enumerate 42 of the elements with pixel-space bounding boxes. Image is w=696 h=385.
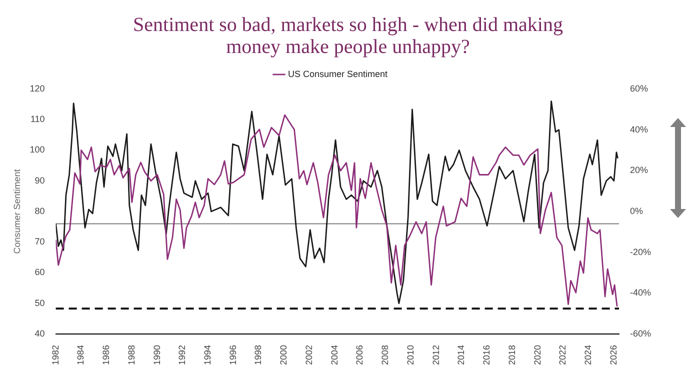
x-tick-label: 1982 [50, 344, 60, 366]
x-tick-label: 1984 [76, 344, 86, 366]
y-tick-label: 120 [30, 83, 45, 94]
y2-tick-label: -60% [630, 328, 652, 338]
y-axis-title: Consumer Sentiment [12, 168, 22, 254]
y2-tick-label: 60% [630, 83, 648, 94]
x-tick-label: 2026 [608, 344, 618, 366]
x-tick-label: 1996 [228, 344, 238, 366]
y-tick-label: 90 [34, 175, 45, 186]
y-tick-label: 100 [30, 144, 45, 155]
x-tick-label: 2024 [583, 344, 594, 366]
y-tick-label: 40 [34, 328, 45, 338]
y2-tick-label: 20% [630, 165, 648, 176]
x-tick-label: 2004 [329, 344, 340, 366]
y2-tick-label: -40% [630, 288, 652, 298]
y-tick-label: 60 [34, 267, 45, 278]
y-tick-label: 70 [34, 236, 45, 247]
legend-label: US Consumer Sentiment [288, 68, 388, 79]
x-tick-label: 1988 [126, 344, 136, 366]
y-tick-label: 110 [30, 114, 45, 124]
x-tick-label: 2002 [304, 344, 314, 366]
y2-tick-label: 0% [630, 206, 644, 216]
chart-title: Sentiment so bad, markets so high - when did making money make people unhappy? [132, 13, 564, 58]
y-tick-label: 80 [34, 206, 45, 216]
x-tick-label: 1998 [253, 344, 264, 366]
x-tick-label: 1990 [152, 344, 162, 366]
x-tick-label: 2006 [354, 344, 365, 366]
y2-tick-label: -20% [630, 246, 652, 257]
y2-tick-label: 40% [630, 124, 648, 134]
x-tick-label: 2014 [456, 344, 466, 366]
x-tick-label: 2022 [558, 344, 568, 366]
x-tick-label: 2008 [380, 344, 390, 366]
x-tick-label: 1992 [177, 344, 188, 366]
x-tick-label: 2018 [506, 344, 517, 366]
x-tick-label: 1994 [202, 344, 213, 366]
x-tick-label: 1986 [101, 344, 112, 366]
x-tick-label: 2012 [430, 344, 441, 366]
y-tick-label: 50 [34, 298, 45, 308]
x-tick-label: 2020 [532, 344, 542, 366]
x-tick-label: 2016 [482, 344, 492, 366]
x-tick-label: 2000 [278, 344, 289, 366]
x-tick-label: 2010 [405, 344, 416, 366]
